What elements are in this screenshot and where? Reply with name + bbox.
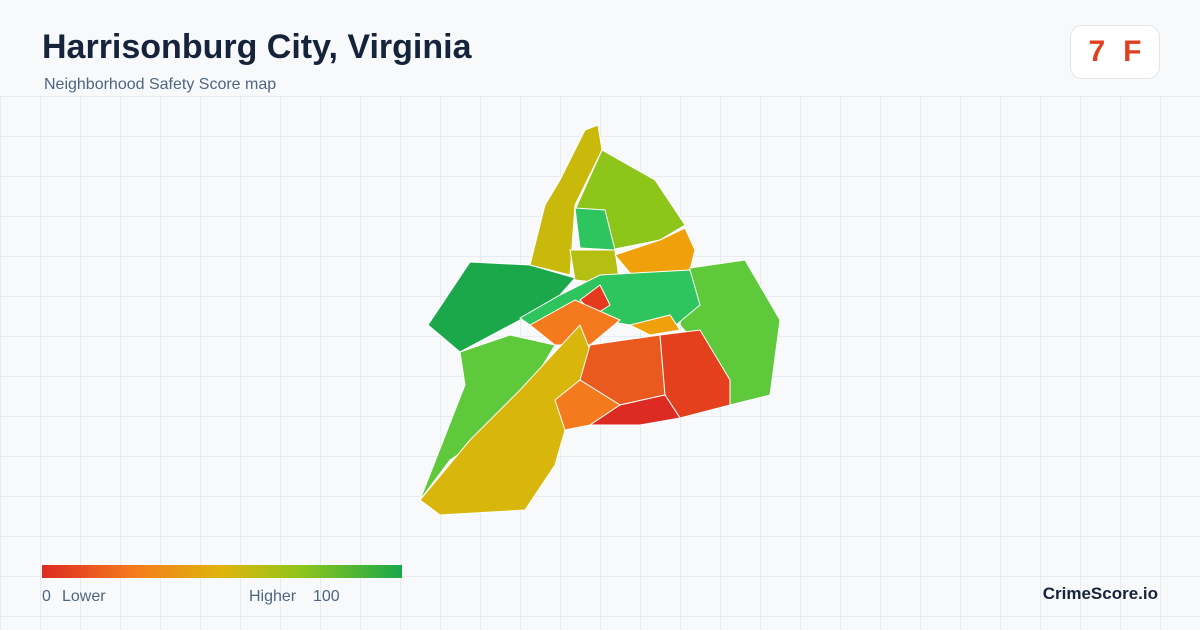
neighborhood[interactable] [628,314,681,336]
grade: F [1123,35,1142,68]
neighborhood[interactable] [529,299,621,346]
brand: CrimeScore.io [1042,584,1158,603]
neighborhood[interactable] [529,124,603,276]
legend-min-label: Lower [62,588,106,605]
title: Harrisonburg City, Virginia [42,28,472,66]
subtitle: Neighborhood Safety Score map [44,76,277,93]
legend-max: 100 [313,588,340,605]
neighborhood[interactable] [679,259,781,406]
neighborhood[interactable] [588,394,681,426]
header [0,0,1200,97]
legend-min: 0 [42,588,51,605]
legend-bar [42,565,402,578]
neighborhood[interactable] [554,379,621,431]
neighborhood[interactable] [427,261,576,353]
legend-max-label: Higher [249,588,297,605]
score-badge: 7 F [1070,25,1160,79]
score: 7 [1088,35,1106,68]
